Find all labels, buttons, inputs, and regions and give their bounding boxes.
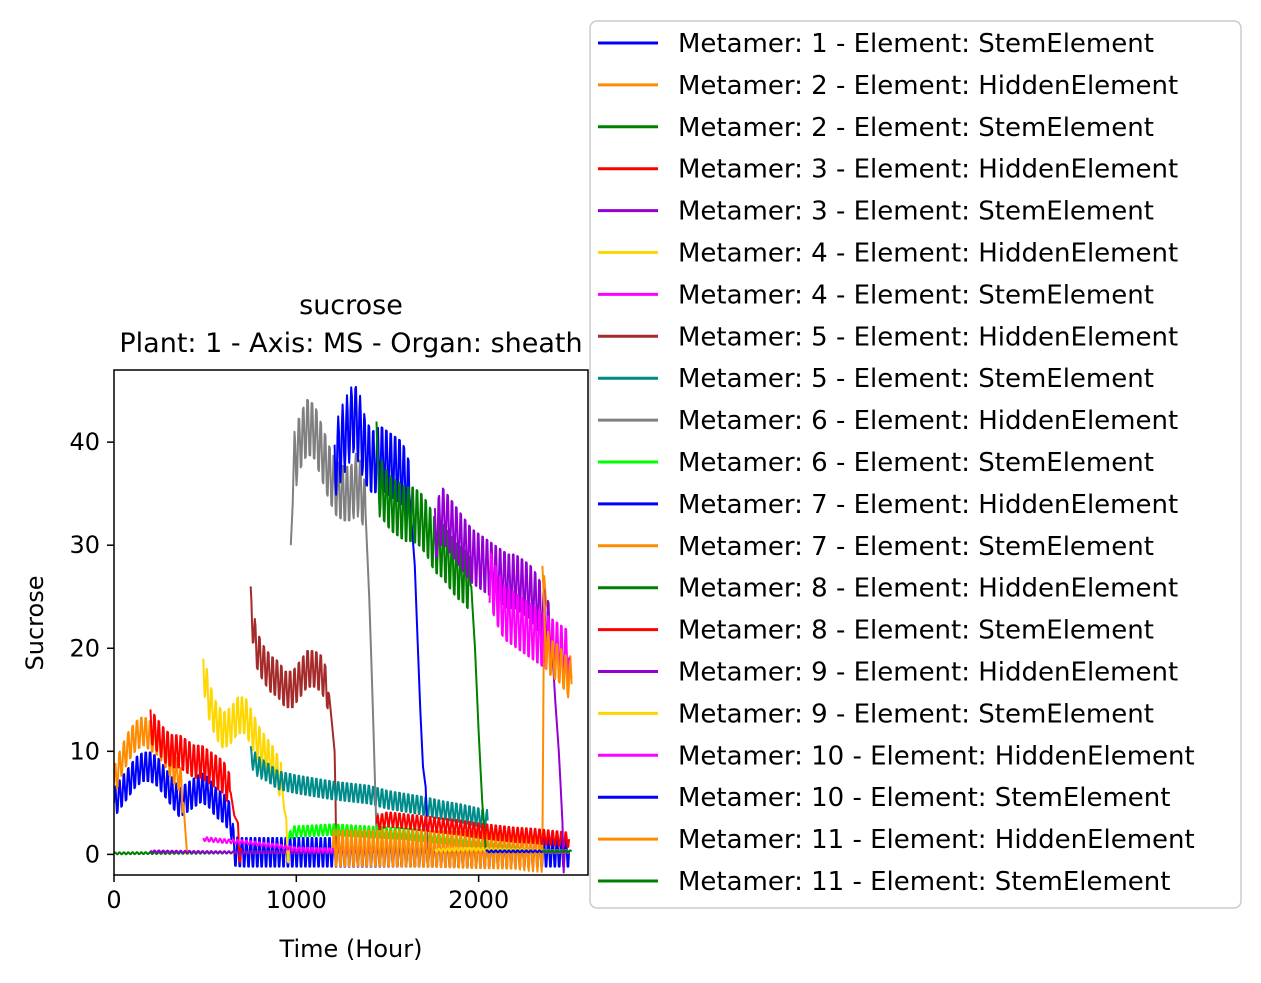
series-line-4 [149,709,243,864]
legend-box [589,20,1242,909]
series-line-18 [488,552,571,686]
y-tick-label: 30 [69,531,100,559]
legend-label: Metamer: 9 - Element: StemElement [678,699,1154,729]
y-axis-label: Sucrose [21,576,49,671]
legend-label: Metamer: 3 - Element: HiddenElement [678,155,1178,185]
series-line-6 [202,658,290,864]
legend-label: Metamer: 5 - Element: HiddenElement [678,322,1178,352]
legend-label: Metamer: 7 - Element: HiddenElement [678,490,1178,520]
legend-label: Metamer: 3 - Element: StemElement [678,197,1154,227]
x-tick-label: 0 [106,886,121,914]
axes-frame [113,369,589,876]
chart-subtitle: Plant: 1 - Axis: MS - Organ: sheath [119,328,582,359]
legend-label: Metamer: 6 - Element: StemElement [678,448,1154,478]
legend-label: Metamer: 10 - Element: HiddenElement [678,741,1195,771]
y-tick-label: 10 [69,737,100,765]
y-tick-label: 40 [69,428,100,456]
y-tick-label: 20 [69,634,100,662]
legend-label: Metamer: 8 - Element: HiddenElement [678,574,1178,604]
legend-label: Metamer: 2 - Element: StemElement [678,113,1154,143]
x-tick-label: 1000 [266,886,327,914]
legend-label: Metamer: 10 - Element: StemElement [678,783,1170,813]
legend-label: Metamer: 1 - Element: StemElement [678,29,1154,59]
legend-label: Metamer: 11 - Element: HiddenElement [678,825,1195,855]
series-layer [114,385,573,874]
legend-label: Metamer: 6 - Element: HiddenElement [678,406,1178,436]
plot-area [113,369,589,876]
x-axis: 0 1000 2000 [106,875,509,914]
legend-label: Metamer: 7 - Element: StemElement [678,532,1154,562]
y-tick-label: 0 [85,840,100,868]
series-line-21 [541,849,573,854]
series-line-20 [541,565,573,699]
legend-label: Metamer: 2 - Element: HiddenElement [678,71,1178,101]
legend-label: Metamer: 9 - Element: HiddenElement [678,658,1178,688]
x-axis-label: Time (Hour) [279,935,423,963]
series-line-12 [333,385,429,852]
series-line-15 [375,811,570,848]
chart-title: sucrose [299,290,403,321]
legend-label: Metamer: 11 - Element: StemElement [678,867,1170,897]
legend-label: Metamer: 5 - Element: StemElement [678,364,1154,394]
legend-label: Metamer: 4 - Element: StemElement [678,280,1154,310]
series-line-8 [249,586,341,863]
legend: Metamer: 1 - Element: StemElement Metamer… [589,20,1242,909]
series-line-9 [249,746,489,831]
y-axis: 0 10 20 30 40 [69,428,114,868]
legend-label: Metamer: 4 - Element: HiddenElement [678,239,1178,269]
x-tick-label: 2000 [448,886,509,914]
series-line-10 [289,398,380,850]
legend-label: Metamer: 8 - Element: StemElement [678,616,1154,646]
